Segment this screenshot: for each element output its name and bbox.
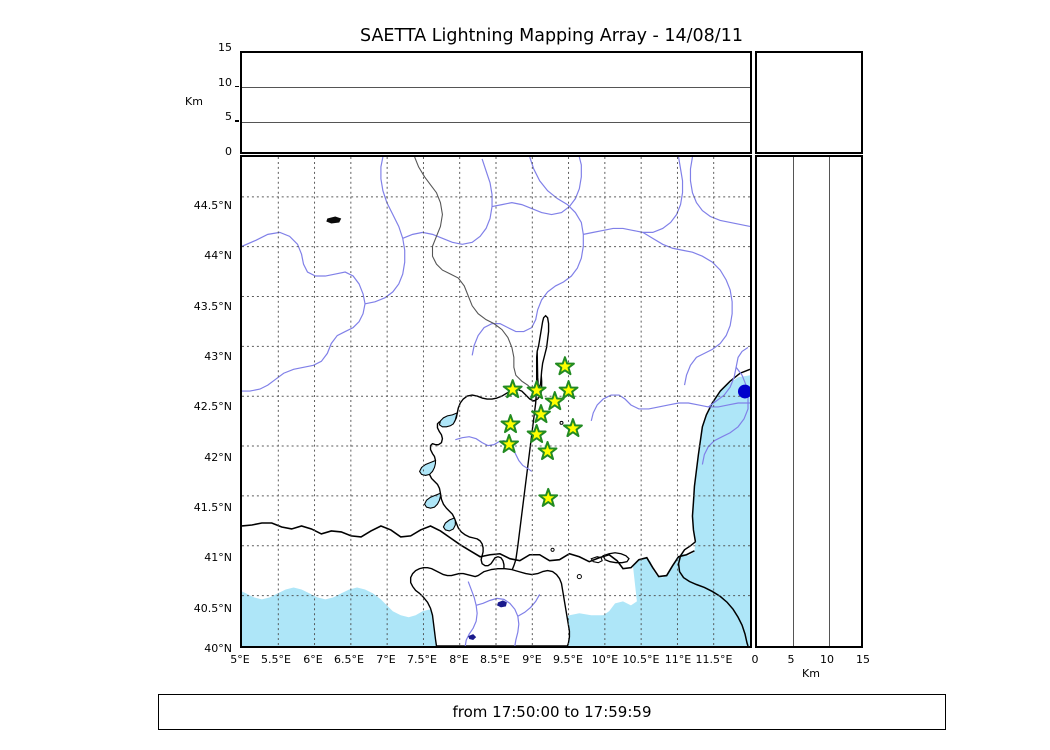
map-xtick-8.5: 8.5°E bbox=[480, 653, 510, 666]
station-star-marker bbox=[526, 380, 547, 400]
top-panel-ytick-10: 10 bbox=[218, 75, 232, 89]
map-xtick-8: 8°E bbox=[449, 653, 469, 666]
map-ytick-41.5: 41.5°N bbox=[193, 501, 232, 514]
map-xtick-9: 9°E bbox=[522, 653, 542, 666]
map-xtick-5: 5°E bbox=[230, 653, 250, 666]
top-panel-ytick-0: 0 bbox=[225, 144, 232, 158]
map-xtick-6: 6°E bbox=[303, 653, 323, 666]
main-map-panel[interactable] bbox=[240, 155, 752, 648]
status-bar[interactable]: from 17:50:00 to 17:59:59 bbox=[158, 694, 946, 730]
map-ytick-42.5: 42.5°N bbox=[193, 400, 232, 413]
top-panel-axis-label: Km bbox=[185, 95, 203, 108]
map-xtick-11: 11°E bbox=[664, 653, 692, 666]
station-star-marker bbox=[502, 379, 523, 399]
station-star-marker bbox=[538, 487, 559, 507]
station-star-marker bbox=[499, 433, 520, 454]
map-xtick-10: 10°E bbox=[591, 653, 619, 666]
right-panel-xtick-0: 0 bbox=[751, 653, 759, 666]
map-ytick-40: 40°N bbox=[204, 642, 232, 655]
station-star-marker bbox=[562, 418, 583, 438]
right-panel-xtick-5: 5 bbox=[787, 653, 795, 666]
top-panel-ytick-15: 15 bbox=[218, 41, 232, 54]
corner-panel[interactable] bbox=[755, 51, 863, 154]
map-ytick-43: 43°N bbox=[204, 350, 232, 363]
station-star-marker bbox=[554, 356, 575, 376]
vhf-source-points bbox=[737, 384, 750, 399]
map-ytick-40.5: 40.5°N bbox=[193, 602, 232, 615]
station-star-marker bbox=[537, 440, 558, 461]
right-panel-xtick-10: 10 bbox=[820, 653, 834, 666]
page-title: SAETTA Lightning Mapping Array - 14/08/1… bbox=[360, 26, 743, 46]
map-xtick-9.5: 9.5°E bbox=[553, 653, 583, 666]
map-ytick-44: 44°N bbox=[204, 249, 232, 262]
top-altitude-panel[interactable] bbox=[240, 51, 752, 154]
station-star-marker bbox=[500, 414, 521, 434]
map-graphics bbox=[242, 157, 750, 646]
map-xtick-7.5: 7.5°E bbox=[407, 653, 437, 666]
map-ytick-44.5: 44.5°N bbox=[193, 199, 232, 212]
top-panel-ytick-5: 5 bbox=[225, 110, 232, 123]
vhf-source-dot bbox=[737, 384, 750, 399]
station-star-marker bbox=[544, 391, 565, 411]
station-star-marker bbox=[531, 404, 551, 424]
station-star-marker bbox=[558, 380, 579, 400]
map-ytick-41: 41°N bbox=[204, 551, 232, 564]
station-star-marker bbox=[526, 424, 547, 444]
map-ytick-42: 42°N bbox=[204, 451, 232, 464]
right-altitude-panel[interactable] bbox=[755, 155, 863, 648]
map-xtick-7: 7°E bbox=[376, 653, 396, 666]
map-xtick-11.5: 11.5°E bbox=[695, 653, 733, 666]
right-panel-axis-label: Km bbox=[802, 667, 820, 680]
right-panel-xtick-15: 15 bbox=[856, 653, 870, 666]
map-xtick-10.5: 10.5°E bbox=[622, 653, 660, 666]
map-ytick-43.5: 43.5°N bbox=[193, 300, 232, 313]
map-xtick-6.5: 6.5°E bbox=[334, 653, 364, 666]
lma-station-markers bbox=[499, 356, 583, 507]
map-xtick-5.5: 5.5°E bbox=[261, 653, 291, 666]
status-text: from 17:50:00 to 17:59:59 bbox=[452, 703, 652, 721]
